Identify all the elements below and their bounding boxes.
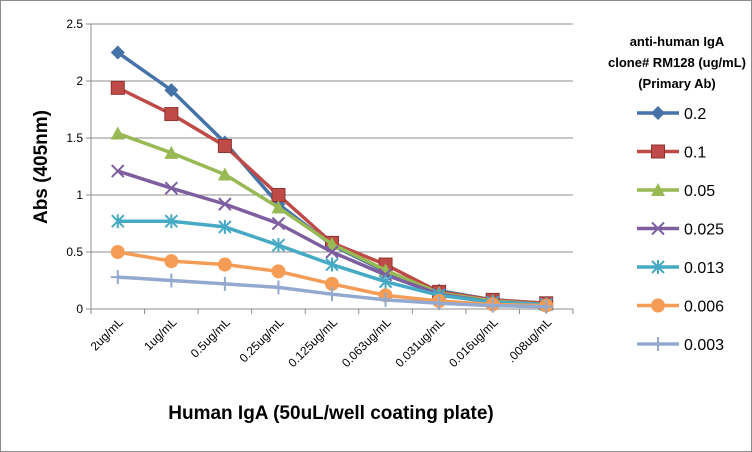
data-point — [651, 106, 665, 120]
y-tick-label: 0 — [76, 302, 83, 316]
data-point — [110, 45, 125, 60]
data-point — [110, 80, 125, 95]
legend-title-line-2: clone# RM128 (ug/mL) — [608, 55, 746, 70]
data-point — [110, 270, 125, 285]
data-point — [217, 167, 232, 181]
data-point — [164, 254, 179, 269]
legend-item: 0.2 — [637, 106, 706, 123]
data-point — [217, 276, 232, 291]
data-point — [217, 257, 232, 272]
data-point — [271, 200, 286, 214]
data-point — [432, 296, 447, 311]
data-point — [325, 287, 339, 302]
data-point — [539, 299, 554, 314]
data-point — [325, 257, 339, 272]
data-point — [271, 238, 286, 253]
y-tick-label: 1 — [76, 188, 83, 202]
legend-label: 0.2 — [684, 106, 706, 123]
data-point — [651, 298, 665, 313]
data-point — [325, 276, 339, 291]
x-tick-label: 0.016ug/mL — [446, 315, 501, 370]
x-axis-title: Human IgA (50uL/well coating plate) — [168, 403, 494, 424]
x-tick-label: .008ug/mL — [504, 315, 554, 365]
data-point — [164, 83, 179, 98]
series-0.1 — [110, 80, 554, 311]
data-point — [164, 214, 179, 229]
legend-label: 0.013 — [684, 260, 724, 277]
y-tick-label: 1.5 — [66, 131, 83, 145]
data-point — [164, 145, 179, 159]
data-point — [217, 138, 232, 153]
data-point — [164, 107, 179, 122]
legend-label: 0.025 — [684, 222, 724, 239]
legend-title-line-3: (Primary Ab) — [638, 76, 716, 91]
y-tick-labels: 0 0.5 1 1.5 2 2.5 — [66, 17, 83, 316]
data-point — [378, 274, 393, 289]
data-point — [218, 197, 232, 211]
data-point — [110, 245, 125, 259]
data-point — [164, 273, 179, 288]
series-group — [110, 45, 554, 314]
data-point — [651, 337, 665, 351]
y-axis-title: Abs (405nm) — [31, 110, 52, 224]
data-point — [651, 260, 665, 274]
data-point — [651, 183, 665, 196]
x-tick-label: 0.125ug/mL — [285, 315, 340, 370]
data-point — [111, 214, 125, 229]
y-tick-label: 0.5 — [66, 245, 83, 259]
data-point — [271, 280, 286, 295]
x-tick-label: 0.5ug/mL — [188, 315, 234, 361]
data-point — [110, 126, 125, 140]
legend-item: 0.006 — [637, 298, 724, 316]
data-point — [378, 292, 393, 307]
data-point — [325, 237, 339, 251]
legend-item: 0.025 — [637, 222, 724, 239]
legend-item: 0.003 — [637, 337, 724, 354]
legend-items: 0.2 0.1 0.05 0.025 0.013 0.006 0.003 — [637, 106, 724, 354]
legend-item: 0.013 — [637, 260, 724, 277]
data-point — [271, 188, 286, 202]
legend-label: 0.003 — [684, 337, 724, 354]
data-point — [325, 245, 339, 259]
data-point — [111, 164, 125, 178]
data-point — [485, 298, 500, 313]
legend-item: 0.1 — [637, 144, 706, 162]
legend: anti-human IgA clone# RM128 (ug/mL) (Pri… — [608, 34, 746, 354]
grid-lines — [91, 23, 573, 253]
data-point — [271, 216, 286, 231]
x-tick-labels: 2ug/mL 1ug/mL 0.5ug/mL 0.25ug/mL0.125ug/mL0… — [88, 315, 555, 370]
data-point — [651, 144, 665, 159]
data-point — [164, 181, 179, 195]
x-tick-label: 1ug/mL — [141, 315, 179, 353]
data-point — [651, 221, 665, 236]
y-tick-label: 2 — [76, 74, 83, 88]
axes — [86, 23, 574, 314]
x-tick-label: 0.031ug/mL — [393, 315, 448, 370]
x-tick-label: 2ug/mL — [88, 315, 126, 353]
x-tick-label: 0.063ug/mL — [339, 315, 394, 370]
data-point — [218, 219, 232, 234]
series-0.003 — [110, 270, 554, 314]
legend-item: 0.05 — [637, 183, 715, 200]
series-0.006 — [110, 245, 554, 313]
legend-label: 0.006 — [684, 299, 724, 316]
legend-label: 0.05 — [684, 183, 715, 200]
x-tick-label: 0.25ug/mL — [237, 315, 287, 365]
legend-title-line-1: anti-human IgA — [630, 34, 725, 49]
legend-label: 0.1 — [684, 145, 706, 162]
data-point — [271, 264, 286, 279]
y-tick-label: 2.5 — [66, 17, 83, 31]
